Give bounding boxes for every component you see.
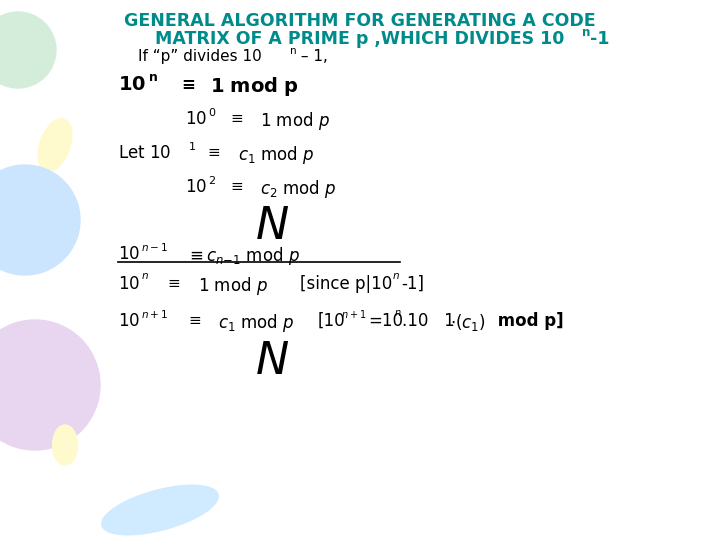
Text: $1\ \mathrm{mod}\ p$: $1\ \mathrm{mod}\ p$ <box>198 275 268 297</box>
Text: -1: -1 <box>590 30 610 48</box>
Text: $2$: $2$ <box>208 174 216 186</box>
Text: $\equiv$: $\equiv$ <box>165 275 181 290</box>
Circle shape <box>0 165 80 275</box>
Text: $n+1$: $n+1$ <box>341 308 366 320</box>
Text: n: n <box>290 46 297 56</box>
Text: $n$: $n$ <box>392 271 400 281</box>
Text: $c_1\ \mathrm{mod}\ p$: $c_1\ \mathrm{mod}\ p$ <box>218 312 294 334</box>
Text: $10$: $10$ <box>185 110 207 128</box>
Text: – 1,: – 1, <box>296 49 328 64</box>
Text: mod p]: mod p] <box>492 312 564 330</box>
Text: $10$: $10$ <box>185 178 207 196</box>
Text: .10   1: .10 1 <box>402 312 455 330</box>
Text: $c_1\ \mathrm{mod}\ p$: $c_1\ \mathrm{mod}\ p$ <box>238 144 315 166</box>
Text: $\cdot(c_1)$: $\cdot(c_1)$ <box>450 312 486 333</box>
Ellipse shape <box>102 485 218 535</box>
Text: GENERAL ALGORITHM FOR GENERATING A CODE: GENERAL ALGORITHM FOR GENERATING A CODE <box>124 12 596 30</box>
Text: $\equiv c_{n\mathrm{-}1}\ \mathrm{mod}\ p$: $\equiv c_{n\mathrm{-}1}\ \mathrm{mod}\ … <box>186 245 300 267</box>
Ellipse shape <box>38 119 72 171</box>
Text: $\mathbf{n}$: $\mathbf{n}$ <box>148 71 158 84</box>
Text: $\equiv$: $\equiv$ <box>228 110 244 125</box>
Text: $n$: $n$ <box>141 271 149 281</box>
Text: $c_2\ \mathrm{mod}\ p$: $c_2\ \mathrm{mod}\ p$ <box>260 178 336 200</box>
Text: -1]: -1] <box>401 275 424 293</box>
Text: $\mathbf{\equiv}$: $\mathbf{\equiv}$ <box>178 75 195 93</box>
Text: $10$: $10$ <box>118 275 140 293</box>
Text: =10: =10 <box>368 312 403 330</box>
Text: $10$: $10$ <box>118 312 140 330</box>
Text: [since p|10: [since p|10 <box>300 275 392 293</box>
Text: $\mathit{N}$: $\mathit{N}$ <box>255 205 289 248</box>
Ellipse shape <box>53 425 78 465</box>
Text: $10$: $10$ <box>118 245 140 263</box>
Text: $\equiv$: $\equiv$ <box>205 144 221 159</box>
Text: $\mathbf{10}$: $\mathbf{10}$ <box>118 75 146 94</box>
Text: $\equiv$: $\equiv$ <box>186 312 202 327</box>
Text: $0$: $0$ <box>208 106 216 118</box>
Text: [10: [10 <box>318 312 346 330</box>
Text: $1\ \mathrm{mod}\ p$: $1\ \mathrm{mod}\ p$ <box>260 110 330 132</box>
Text: $n$: $n$ <box>394 308 402 318</box>
Text: If “p” divides 10: If “p” divides 10 <box>138 49 262 64</box>
Text: $n+1$: $n+1$ <box>141 308 168 320</box>
Text: $n-1$: $n-1$ <box>141 241 168 253</box>
Text: $\mathbf{1\ mod\ p}$: $\mathbf{1\ mod\ p}$ <box>210 75 299 98</box>
Text: $\equiv$: $\equiv$ <box>228 178 244 193</box>
Text: $\mathit{N}$: $\mathit{N}$ <box>255 340 289 383</box>
Circle shape <box>0 320 100 450</box>
Text: $1$: $1$ <box>188 140 196 152</box>
Circle shape <box>0 12 56 88</box>
Text: n: n <box>582 26 590 39</box>
Text: Let $10$: Let $10$ <box>118 144 171 162</box>
Text: MATRIX OF A PRIME p ,WHICH DIVIDES 10: MATRIX OF A PRIME p ,WHICH DIVIDES 10 <box>156 30 564 48</box>
